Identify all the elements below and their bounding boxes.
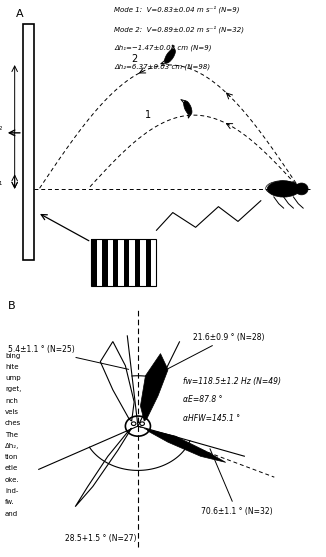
Bar xyxy=(23,23,34,260)
Text: rget,: rget, xyxy=(5,387,22,393)
Text: bing: bing xyxy=(5,353,20,359)
Text: $\Delta h_1$: $\Delta h_1$ xyxy=(0,175,3,188)
Text: Δh₂=6.37±0.03 cm (N=98): Δh₂=6.37±0.03 cm (N=98) xyxy=(114,63,210,70)
Text: Δh₁=−1.47±0.02 cm (N=9): Δh₁=−1.47±0.02 cm (N=9) xyxy=(114,45,212,51)
Text: $\Delta h_2$: $\Delta h_2$ xyxy=(0,121,3,133)
Text: 1: 1 xyxy=(145,110,152,120)
Polygon shape xyxy=(141,354,168,421)
Bar xyxy=(146,239,151,286)
Text: ump: ump xyxy=(5,375,21,381)
Text: oke.: oke. xyxy=(5,477,20,483)
Text: 2: 2 xyxy=(131,54,137,64)
Bar xyxy=(91,239,156,286)
Text: αHFW=145.1 °: αHFW=145.1 ° xyxy=(183,413,240,423)
Text: Mode 2:  V=0.89±0.02 m s⁻¹ (N=32): Mode 2: V=0.89±0.02 m s⁻¹ (N=32) xyxy=(114,25,244,33)
Polygon shape xyxy=(147,429,226,462)
Text: nch: nch xyxy=(5,398,18,404)
Bar xyxy=(124,239,129,286)
Text: fw=118.5±1.2 Hz (N=49): fw=118.5±1.2 Hz (N=49) xyxy=(183,377,281,387)
Text: 70.6±1.1 ° (N=32): 70.6±1.1 ° (N=32) xyxy=(200,449,272,516)
Text: B: B xyxy=(7,301,15,311)
Text: and: and xyxy=(5,511,18,516)
Circle shape xyxy=(295,183,308,195)
Bar xyxy=(102,239,108,286)
Text: fw.: fw. xyxy=(5,499,15,505)
Text: etle: etle xyxy=(5,466,18,471)
Text: A: A xyxy=(16,9,24,19)
Text: vels: vels xyxy=(5,409,19,415)
Bar xyxy=(91,239,97,286)
Ellipse shape xyxy=(184,101,192,115)
Text: hite: hite xyxy=(5,364,19,370)
Ellipse shape xyxy=(267,181,300,197)
Text: The: The xyxy=(5,432,18,438)
Text: 5.4±1.1 ° (N=25): 5.4±1.1 ° (N=25) xyxy=(7,345,128,369)
Text: Mode 1:  V=0.83±0.04 m s⁻¹ (N=9): Mode 1: V=0.83±0.04 m s⁻¹ (N=9) xyxy=(114,6,240,13)
Text: ches: ches xyxy=(5,421,21,426)
Text: ind-: ind- xyxy=(5,488,18,494)
Text: 28.5+1.5 ° (N=27): 28.5+1.5 ° (N=27) xyxy=(65,534,136,543)
Ellipse shape xyxy=(165,49,175,63)
Text: αE=87.8 °: αE=87.8 ° xyxy=(183,395,223,404)
Text: 21.6±0.9 ° (N=28): 21.6±0.9 ° (N=28) xyxy=(168,333,265,369)
Text: tion: tion xyxy=(5,454,19,460)
Bar xyxy=(113,239,118,286)
Bar xyxy=(135,239,140,286)
Text: Δh₂,: Δh₂, xyxy=(5,443,19,449)
